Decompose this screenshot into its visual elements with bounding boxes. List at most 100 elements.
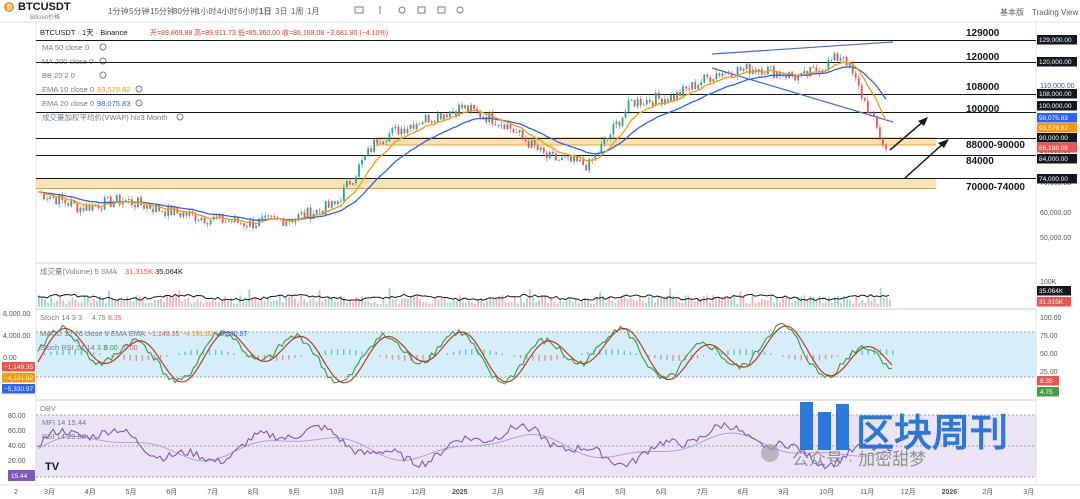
- visibility-eye-icon[interactable]: [135, 99, 143, 107]
- candle-body: [691, 82, 694, 90]
- timeframe-5[interactable]: 4小时: [217, 6, 237, 16]
- upper-trendline[interactable]: [711, 41, 894, 55]
- macd-histogram-bar: [763, 351, 766, 355]
- stoch-rsi-label[interactable]: Stoch RSI 14 14 3 3: [40, 343, 107, 352]
- candle-body: [503, 124, 506, 130]
- macd-histogram-bar: [147, 355, 150, 361]
- chart-type-icon[interactable]: [354, 6, 364, 14]
- timeframe-2[interactable]: 15分钟: [150, 6, 175, 16]
- macd-histogram-bar: [501, 353, 503, 355]
- candle-body: [521, 130, 524, 138]
- timeframe-1[interactable]: 5分钟: [129, 6, 149, 16]
- macd-histogram-bar: [544, 355, 546, 361]
- volume-bar: [105, 303, 107, 307]
- visibility-eye-icon[interactable]: [135, 85, 143, 93]
- candle-body: [448, 111, 451, 118]
- indicator-legend-5[interactable]: 成交量加权平均价(VWAP) hlc3 Month: [42, 112, 168, 122]
- level-labels: 129000 120000 108000 100000 88000-90000 84000…: [966, 28, 1025, 193]
- macd-histogram-bar: [824, 355, 827, 360]
- alert-icon[interactable]: [398, 6, 406, 14]
- candle-body: [803, 70, 806, 74]
- volume-bar: [455, 301, 458, 307]
- mfi-label[interactable]: MFI 14 15.44: [42, 418, 86, 427]
- ema-10-line[interactable]: [37, 61, 887, 225]
- visibility-eye-icon[interactable]: [176, 113, 184, 121]
- time-tick-13: 3月: [534, 488, 545, 496]
- candle-body: [518, 130, 521, 133]
- volume-bar: [181, 301, 184, 307]
- mfi-line: [37, 421, 893, 470]
- candle-body: [149, 205, 151, 209]
- candle-body: [143, 205, 145, 209]
- volume-label[interactable]: 成交量(Volume) 5 SMA: [40, 266, 117, 276]
- candle-body: [282, 219, 285, 226]
- level-label-100000: 100000: [966, 104, 1000, 115]
- candle-body: [227, 221, 230, 222]
- candle-body: [112, 202, 115, 208]
- timeframe-6[interactable]: 6小时: [238, 6, 258, 16]
- macd-histogram-bar: [788, 355, 790, 359]
- candle-body: [424, 114, 427, 123]
- volume-bar: [721, 297, 723, 307]
- camera-icon[interactable]: [417, 6, 426, 14]
- candle-body: [806, 70, 809, 77]
- svg-text:15.44: 15.44: [11, 473, 28, 480]
- candle-body: [809, 67, 812, 77]
- tradingview-button[interactable]: Trading View: [1032, 8, 1078, 17]
- timeframe-4[interactable]: 1小时: [196, 6, 216, 16]
- candle-body: [336, 200, 339, 204]
- time-axis[interactable]: 2 3月 4月 5月 6月 7月 8月 9月 10月 11月 12月 2025 2月 3月 4月 5月 6月 7月…: [14, 488, 1034, 496]
- candle-body: [358, 164, 360, 177]
- candle-body: [879, 127, 881, 138]
- timeframe-10[interactable]: 1月: [307, 7, 319, 16]
- price-axis[interactable]: 110,000.00100,000.0090,000.0080,000.0070…: [1037, 35, 1077, 242]
- volume-bar: [318, 290, 321, 307]
- toolbar-icons[interactable]: [354, 6, 464, 14]
- volume-bar: [791, 302, 794, 307]
- price-tag-text-7: 86,188.08: [1039, 145, 1068, 152]
- visibility-eye-icon[interactable]: [99, 57, 107, 65]
- obv-label[interactable]: OBV: [40, 404, 56, 413]
- macd-label[interactable]: MACD 12 26 close 9 EMA EMA: [40, 329, 145, 338]
- timeframe-0[interactable]: 1分钟: [108, 6, 128, 16]
- candle-body: [215, 216, 218, 218]
- timeframe-3[interactable]: 30分钟: [173, 6, 198, 16]
- candle-body: [161, 210, 164, 212]
- symbol-full[interactable]: BTCUSDT · 1天 · Binance: [40, 28, 127, 37]
- candle-body: [203, 217, 206, 224]
- timeframe-9[interactable]: 1周: [291, 7, 303, 16]
- lower-trendline[interactable]: [711, 67, 894, 123]
- candle-body: [606, 138, 609, 140]
- volume-bar: [815, 301, 818, 307]
- stoch-label[interactable]: Stoch 14 3 3: [40, 313, 82, 322]
- osc-left-tick-2: 0.00: [3, 355, 17, 362]
- ema-20-line[interactable]: [37, 66, 887, 221]
- indicator-legend-0[interactable]: MA 50 close 0: [42, 43, 89, 52]
- indicator-legend-2[interactable]: BB 20 2 0: [42, 71, 75, 80]
- candle-body: [109, 196, 112, 208]
- price-tag-text-0: 129,000.00: [1039, 37, 1072, 44]
- indicator-legend-4[interactable]: EMA 20 close 0: [42, 99, 94, 108]
- macd-histogram-bar: [513, 355, 516, 357]
- indicator-legend-3[interactable]: EMA 10 close 0: [42, 85, 94, 94]
- visibility-eye-icon[interactable]: [99, 71, 107, 79]
- volume-bar: [382, 299, 385, 307]
- volume-bar: [779, 302, 781, 307]
- indicator-legend-1[interactable]: MA 200 close 0: [42, 57, 93, 66]
- volume-bar: [324, 299, 327, 307]
- timeframe-7[interactable]: 1日: [259, 7, 271, 16]
- osc-right-tag-1: [1037, 387, 1059, 397]
- settings-icon[interactable]: [456, 6, 464, 14]
- candle-body: [876, 115, 878, 128]
- macd-histogram-bar: [678, 355, 680, 361]
- layout-icon[interactable]: [437, 6, 446, 14]
- rsi-label[interactable]: RSI 14 29.08: [42, 432, 86, 441]
- visibility-eye-icon[interactable]: [99, 43, 107, 51]
- timeframe-8[interactable]: 3日: [275, 7, 287, 16]
- symbol-title[interactable]: BTCUSDT: [18, 1, 71, 13]
- basic-version-button[interactable]: 基本版: [1000, 7, 1024, 17]
- volume-bar: [507, 301, 510, 307]
- volume-bar: [294, 298, 296, 307]
